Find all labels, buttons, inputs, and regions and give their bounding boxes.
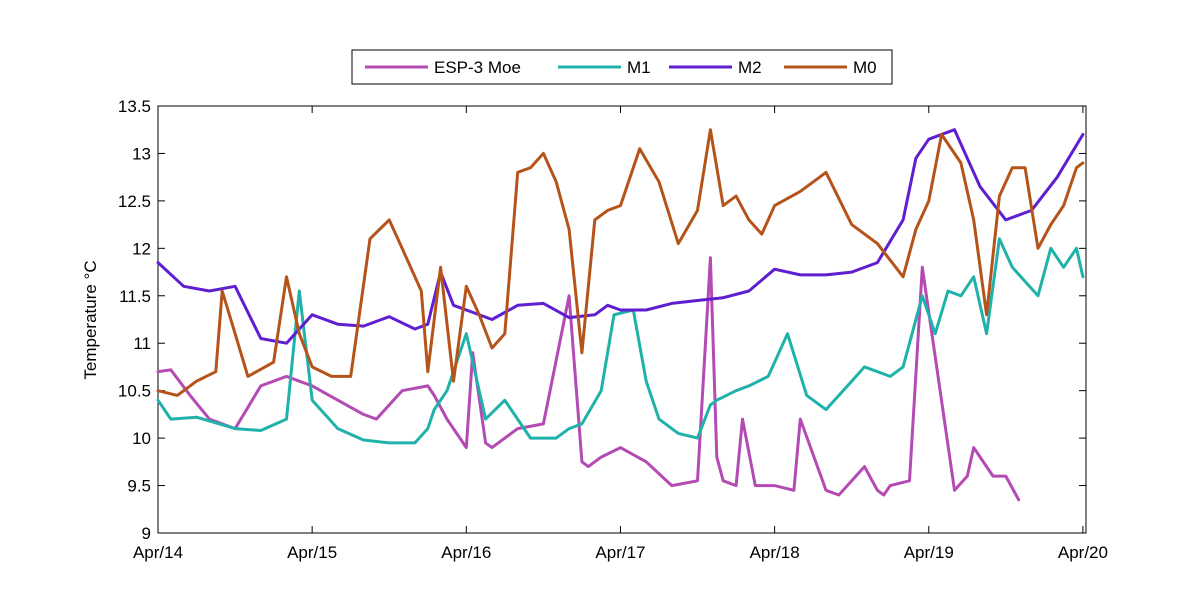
- y-tick-label: 10.5: [118, 382, 151, 401]
- y-axis-label: Temperature °C: [81, 260, 100, 379]
- legend-label-esp3-moe: ESP-3 Moe: [434, 58, 521, 77]
- x-tick-label: Apr/18: [750, 543, 800, 562]
- series-line-esp-3-moe: [156, 256, 1021, 502]
- y-tick-label: 12: [132, 239, 151, 258]
- y-tick-label: 13.5: [118, 97, 151, 116]
- legend-item-m2: M2: [669, 58, 762, 77]
- y-tick-label: 11.5: [119, 287, 151, 306]
- legend: ESP-3 Moe M1 M2 M0: [351, 49, 893, 85]
- y-axis: 9 9.5 10 10.5 11 11.5 12 12.5 13 13.5: [118, 97, 1086, 543]
- x-tick-label: Apr/20: [1058, 543, 1108, 562]
- x-tick-label: Apr/14: [133, 543, 183, 562]
- legend-item-esp3-moe: ESP-3 Moe: [365, 58, 521, 77]
- legend-label-m1: M1: [627, 58, 651, 77]
- y-tick-label: 11: [133, 334, 151, 353]
- legend-label-m0: M0: [853, 58, 877, 77]
- y-tick-label: 13: [132, 144, 151, 163]
- series-line-m2: [156, 128, 1085, 345]
- x-tick-label: Apr/15: [287, 543, 337, 562]
- legend-item-m1: M1: [558, 58, 651, 77]
- legend-label-m2: M2: [738, 58, 762, 77]
- x-tick-label: Apr/19: [904, 543, 954, 562]
- x-axis: Apr/14 Apr/15 Apr/16 Apr/17 Apr/18 Apr/19 Apr/…: [133, 106, 1108, 562]
- y-tick-label: 9.5: [127, 477, 151, 496]
- y-tick-label: 12.5: [118, 192, 151, 211]
- x-tick-label: Apr/16: [441, 543, 491, 562]
- y-tick-label: 9: [142, 524, 151, 543]
- y-tick-label: 10: [132, 429, 151, 448]
- x-tick-label: Apr/17: [595, 543, 645, 562]
- series-layer: [156, 128, 1085, 502]
- series-line-m0: [156, 128, 1085, 397]
- series-line-m1: [156, 237, 1085, 445]
- legend-item-m0: M0: [784, 58, 877, 77]
